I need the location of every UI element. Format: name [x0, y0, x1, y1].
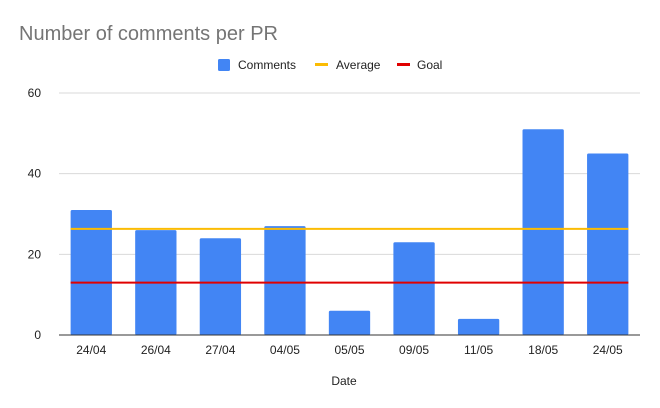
x-tick-label-05-05: 05/05	[334, 343, 364, 357]
x-tick-label-24-05: 24/05	[593, 343, 623, 357]
bar-24-04[interactable]	[70, 209, 112, 335]
x-tick-label-26-04: 26/04	[141, 343, 171, 357]
bar-27-04[interactable]	[199, 238, 242, 335]
x-tick-label-24-04: 24/04	[76, 343, 106, 357]
legend-label-goal: Goal	[417, 58, 442, 72]
legend: Comments Average Goal	[218, 58, 442, 72]
reference-lines	[70, 227, 629, 284]
legend-item-goal[interactable]: Goal	[397, 58, 442, 72]
legend-item-average[interactable]: Average	[315, 58, 381, 72]
x-tick-label-04-05: 04/05	[270, 343, 300, 357]
y-tick-label-0: 0	[34, 328, 41, 342]
bar-04-05[interactable]	[264, 226, 306, 335]
x-tick-label-27-04: 27/04	[205, 343, 235, 357]
y-tick-label-60: 60	[28, 86, 42, 100]
legend-label-comments: Comments	[238, 58, 296, 72]
x-axis-label: Date	[331, 374, 357, 388]
bar-24-05[interactable]	[587, 153, 629, 336]
x-tick-labels: 24/04 26/04 27/04 04/05 05/05 09/05 11/05 18/05…	[76, 343, 623, 357]
bar-18-05[interactable]	[522, 129, 564, 335]
x-tick-label-18-05: 18/05	[528, 343, 558, 357]
legend-swatch-average	[315, 63, 328, 66]
x-tick-label-09-05: 09/05	[399, 343, 429, 357]
bar-11-05[interactable]	[457, 318, 500, 335]
y-tick-label-20: 20	[28, 247, 42, 261]
y-tick-label-40: 40	[28, 167, 42, 181]
chart-title: Number of comments per PR	[19, 23, 278, 45]
comments-bars	[59, 129, 640, 336]
legend-swatch-goal	[397, 63, 410, 66]
bar-09-05[interactable]	[393, 242, 435, 335]
legend-item-comments[interactable]: Comments	[218, 58, 296, 72]
y-tick-labels: 0 20 40 60	[28, 86, 42, 342]
x-tick-label-11-05: 11/05	[464, 343, 493, 357]
legend-swatch-comments	[218, 59, 230, 71]
legend-label-average: Average	[336, 58, 381, 72]
bar-05-05[interactable]	[328, 310, 371, 335]
